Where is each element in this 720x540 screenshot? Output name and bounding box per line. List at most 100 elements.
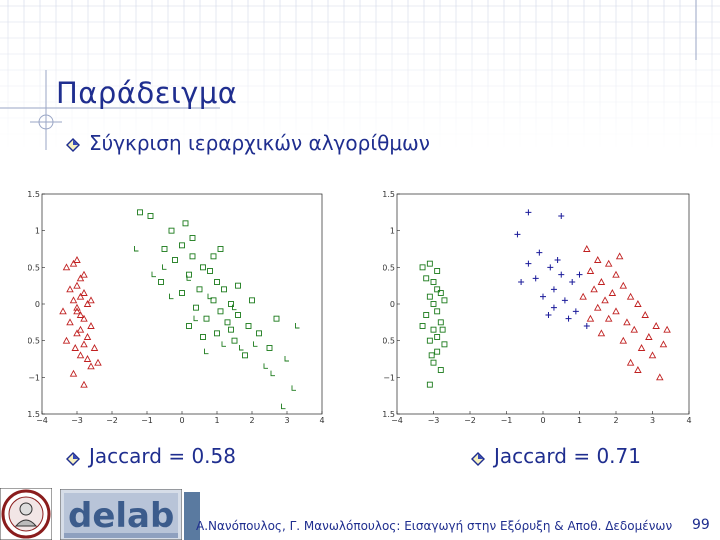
- square-point: [186, 323, 192, 329]
- plus-point: [558, 213, 565, 219]
- triangle-point: [90, 344, 99, 351]
- bullet-text-comparison: Σύγκριση ιεραρχικών αλγορίθμων: [89, 131, 430, 155]
- scatter-plot-right: −4 −3 −2 −1 0 1 2 3 4 1.5 1 0.5 0 −0.5 −1 −1.5: [383, 190, 692, 425]
- hook-point: [295, 323, 300, 329]
- hook-point: [193, 315, 198, 322]
- triangle-point: [612, 307, 620, 315]
- square-point: [203, 315, 210, 322]
- hook-point: [186, 275, 191, 281]
- square-point: [441, 341, 448, 348]
- hook-point: [284, 356, 289, 362]
- plot-frame: [396, 193, 690, 415]
- y-tick-label: 0.5: [28, 263, 40, 272]
- x-tick-label: 3: [284, 416, 289, 425]
- triangle-point: [597, 278, 606, 285]
- triangle-point: [586, 314, 595, 322]
- square-point: [228, 326, 234, 333]
- square-point: [434, 308, 441, 315]
- plus-point: [518, 279, 525, 285]
- plus-point: [565, 315, 572, 322]
- hook-point: [134, 246, 139, 252]
- square-point: [221, 286, 227, 293]
- x-tick-label: −1: [501, 416, 513, 425]
- triangle-point: [590, 285, 598, 293]
- y-tick-label: −1: [28, 373, 40, 382]
- square-point: [179, 242, 185, 249]
- triangle-point: [87, 296, 95, 304]
- square-point: [256, 330, 262, 337]
- hook-point: [281, 403, 286, 410]
- square-point: [228, 301, 234, 307]
- square-point: [235, 282, 241, 289]
- diamond-bullet-icon: [471, 452, 485, 466]
- triangle-point: [656, 373, 664, 381]
- background-grid: [0, 0, 720, 150]
- square-point: [245, 323, 252, 329]
- square-point: [189, 235, 196, 241]
- hook-point: [263, 363, 268, 369]
- square-point: [242, 352, 248, 359]
- scatter-plot-left: −4 −3 −2 −1 0 1 2 3 4 1.5 1 0.5 0 −0.5 −1 −1.5: [28, 190, 325, 425]
- triangle-point: [637, 344, 646, 351]
- square-point: [231, 337, 238, 344]
- square-point: [186, 271, 192, 278]
- square-point: [210, 253, 217, 260]
- x-tick-label: −2: [106, 416, 118, 425]
- square-point: [200, 334, 206, 340]
- square-point: [168, 227, 175, 234]
- triangle-point: [80, 289, 88, 296]
- square-point: [235, 312, 241, 318]
- jaccard-right-label: Jaccard = 0.71: [494, 444, 641, 468]
- hook-point: [162, 264, 167, 270]
- square-point: [428, 352, 435, 359]
- square-point: [426, 293, 433, 300]
- slide-title: Παράδειγμα: [56, 76, 238, 110]
- square-point: [207, 268, 213, 274]
- plus-point: [547, 264, 554, 271]
- triangle-point: [597, 329, 606, 337]
- triangle-point: [83, 300, 92, 307]
- square-point: [161, 246, 168, 252]
- y-tick-label: −1.5: [28, 410, 40, 419]
- title-decoration: [0, 0, 697, 150]
- triangle-point: [73, 307, 81, 315]
- square-point: [437, 290, 444, 296]
- square-point: [179, 290, 185, 296]
- square-point: [434, 334, 441, 340]
- triangle-point: [59, 307, 67, 315]
- diamond-bullet-icon: [66, 452, 80, 466]
- page-number: 99: [692, 517, 710, 533]
- triangle-point: [76, 274, 85, 282]
- hook-point: [239, 345, 244, 351]
- square-point: [419, 264, 426, 271]
- square-point: [189, 253, 196, 260]
- triangle-point: [619, 336, 628, 344]
- square-point: [224, 319, 231, 326]
- hook-point: [204, 348, 209, 355]
- square-point: [196, 286, 203, 293]
- square-point: [430, 326, 437, 333]
- triangle-point: [76, 311, 85, 318]
- hook-point: [270, 370, 275, 377]
- square-point: [210, 297, 217, 304]
- triangle-point: [80, 314, 88, 322]
- plus-point: [550, 304, 557, 311]
- triangle-point: [69, 369, 78, 377]
- triangle-point: [645, 333, 653, 340]
- square-point: [214, 279, 220, 285]
- triangle-point: [94, 358, 102, 366]
- y-tick-label: −0.5: [28, 337, 40, 346]
- x-tick-label: −1: [141, 416, 153, 425]
- y-tick-label: −1: [383, 373, 395, 382]
- triangle-point: [626, 292, 635, 300]
- square-point: [172, 257, 178, 263]
- footer-citation: Α.Νανόπουλος, Γ. Μανωλόπουλος: Εισαγωγή …: [196, 519, 673, 533]
- x-tick-label: −3: [71, 416, 83, 425]
- square-point: [423, 312, 430, 318]
- footer-decoration: [184, 492, 200, 540]
- triangle-point: [66, 318, 74, 326]
- plus-point: [550, 286, 557, 293]
- square-point: [437, 367, 444, 373]
- triangle-point: [73, 329, 81, 337]
- university-seal-icon: [0, 488, 52, 540]
